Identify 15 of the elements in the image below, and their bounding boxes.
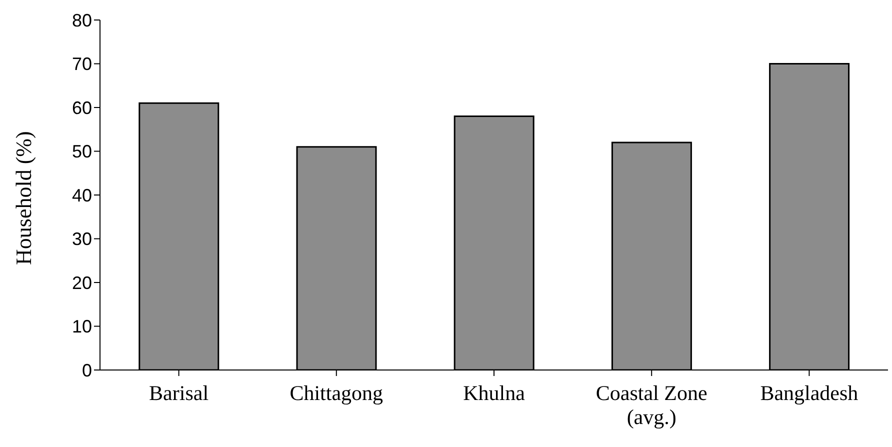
x-tick-label: Khulna (463, 381, 526, 405)
y-tick-label: 0 (82, 360, 92, 380)
x-tick-label: Bangladesh (760, 381, 859, 405)
y-axis-title: Household (%) (10, 131, 36, 265)
y-tick-label: 30 (72, 229, 92, 250)
y-tick-label: 70 (72, 54, 92, 74)
x-tick-label: Barisal (149, 381, 209, 405)
y-tick-label: 20 (72, 272, 92, 293)
y-tick-label: 60 (72, 98, 92, 118)
x-tick-label: Chittagong (290, 381, 384, 405)
y-tick-label: 10 (72, 316, 92, 337)
x-tick-label: Coastal Zone (avg.) (596, 381, 708, 429)
y-tick-label: 50 (72, 142, 92, 162)
y-tick-label: 40 (72, 185, 92, 206)
y-tick-label: 80 (72, 10, 92, 30)
